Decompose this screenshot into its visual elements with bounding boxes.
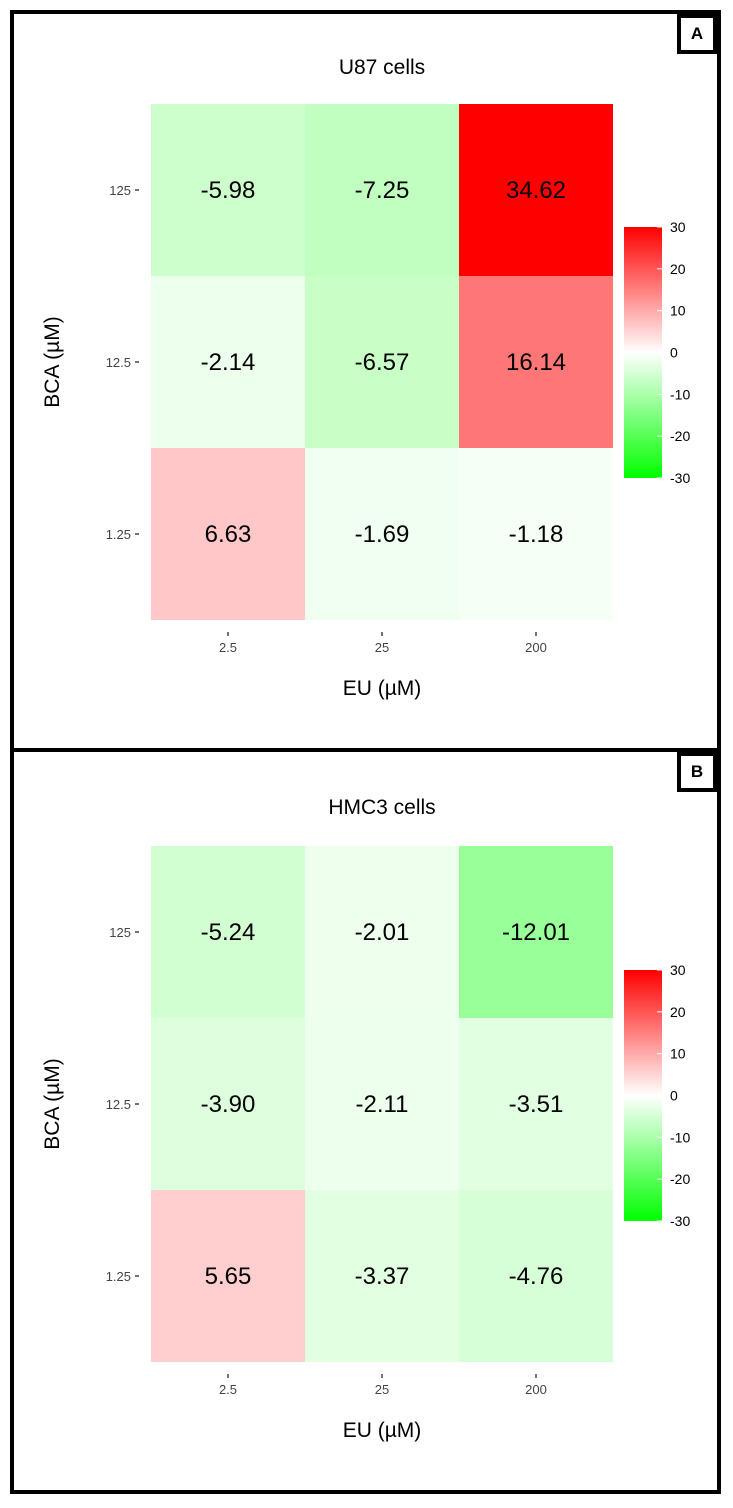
panel-a-label: A bbox=[677, 14, 717, 54]
heatmap-cell bbox=[151, 1190, 305, 1362]
x-axis-label: EU (µM) bbox=[343, 677, 422, 700]
x-tick-label: 200 bbox=[525, 1382, 547, 1397]
y-tick-label: 1.25 bbox=[106, 1269, 131, 1284]
x-tick-label: 2.5 bbox=[219, 640, 237, 655]
cell-value-label: -3.90 bbox=[201, 1091, 256, 1118]
heatmap-cell bbox=[305, 1190, 459, 1362]
cell-value-label: -2.01 bbox=[355, 919, 410, 946]
cell-value-label: -7.25 bbox=[355, 177, 410, 204]
colorbar bbox=[624, 970, 662, 1221]
colorbar-tick-label: -20 bbox=[670, 1171, 690, 1187]
cell-value-label: -5.98 bbox=[201, 177, 256, 204]
x-tick-label: 25 bbox=[375, 1382, 389, 1397]
colorbar-tick-label: 30 bbox=[670, 962, 686, 978]
heatmap-cell bbox=[305, 104, 459, 276]
heatmap-cell bbox=[151, 448, 305, 620]
y-axis-label: BCA (µM) bbox=[41, 316, 64, 407]
heatmap-cell bbox=[459, 1018, 613, 1190]
panel-a: U87 cells -5.98 -7.25 34.62 -2.14 -6.57 16.14 6… bbox=[10, 10, 721, 752]
colorbar-tick-label: -10 bbox=[670, 1129, 690, 1145]
chart-title: U87 cells bbox=[339, 56, 425, 79]
cell-value-label: -3.37 bbox=[355, 1263, 410, 1290]
x-tick-label: 25 bbox=[375, 640, 389, 655]
y-tick-label: 12.5 bbox=[106, 355, 131, 370]
panel-b: HMC3 cells -5.24 -2.01 -12.01 -3.90 -2.11 -3.5… bbox=[10, 748, 721, 1494]
heatmap-cell bbox=[305, 1018, 459, 1190]
colorbar-tick-label: -10 bbox=[670, 386, 690, 402]
heatmap-u87: U87 cells -5.98 -7.25 34.62 -2.14 -6.57 16.14 6… bbox=[41, 56, 690, 700]
heatmap-cell bbox=[305, 276, 459, 448]
cell-value-label: -2.14 bbox=[201, 349, 256, 376]
cell-value-label: -1.18 bbox=[509, 521, 564, 548]
heatmap-cell bbox=[151, 104, 305, 276]
heatmap-cell bbox=[459, 276, 613, 448]
heatmap-hmc3: HMC3 cells -5.24 -2.01 -12.01 -3.90 -2.11 -3.5… bbox=[41, 796, 690, 1442]
cell-value-label: 6.63 bbox=[205, 521, 252, 548]
y-tick-label: 125 bbox=[109, 925, 131, 940]
cell-value-label: 34.62 bbox=[506, 177, 566, 204]
heatmap-cell bbox=[459, 104, 613, 276]
heatmap-cell bbox=[151, 1018, 305, 1190]
colorbar-tick-label: 0 bbox=[670, 345, 678, 361]
heatmap-cell bbox=[151, 276, 305, 448]
colorbar-tick-label: -30 bbox=[670, 1213, 690, 1229]
heatmap-cell bbox=[151, 846, 305, 1018]
cell-value-label: -2.11 bbox=[356, 1091, 409, 1118]
cell-value-label: -5.24 bbox=[201, 919, 256, 946]
cell-value-label: 16.14 bbox=[506, 349, 566, 376]
cell-value-label: -1.69 bbox=[355, 521, 410, 548]
heatmap-cell bbox=[459, 448, 613, 620]
colorbar-tick-label: -20 bbox=[670, 428, 690, 444]
colorbar-tick-label: 10 bbox=[670, 1046, 686, 1062]
y-tick-label: 12.5 bbox=[106, 1097, 131, 1112]
colorbar-tick-label: 30 bbox=[670, 219, 686, 235]
colorbar-tick-label: 0 bbox=[670, 1088, 678, 1104]
panel-b-label: B bbox=[677, 752, 717, 792]
colorbar-tick-label: -30 bbox=[670, 470, 690, 486]
heatmap-cell bbox=[459, 1190, 613, 1362]
x-tick-label: 2.5 bbox=[219, 1382, 237, 1397]
chart-title: HMC3 cells bbox=[328, 796, 435, 819]
heatmap-cell bbox=[305, 448, 459, 620]
cell-value-label: -3.51 bbox=[509, 1091, 564, 1118]
y-axis-label: BCA (µM) bbox=[41, 1058, 64, 1149]
colorbar-tick-label: 20 bbox=[670, 261, 686, 277]
cell-value-label: 5.65 bbox=[205, 1263, 252, 1290]
x-tick-label: 200 bbox=[525, 640, 547, 655]
cell-value-label: -4.76 bbox=[509, 1263, 564, 1290]
x-axis-label: EU (µM) bbox=[343, 1419, 422, 1442]
cell-value-label: -12.01 bbox=[502, 919, 570, 946]
colorbar bbox=[624, 227, 662, 478]
y-tick-label: 1.25 bbox=[106, 527, 131, 542]
colorbar-tick-label: 20 bbox=[670, 1004, 686, 1020]
y-tick-label: 125 bbox=[109, 183, 131, 198]
heatmap-cell bbox=[459, 846, 613, 1018]
heatmap-cell bbox=[305, 846, 459, 1018]
cell-value-label: -6.57 bbox=[355, 349, 410, 376]
colorbar-tick-label: 10 bbox=[670, 303, 686, 319]
